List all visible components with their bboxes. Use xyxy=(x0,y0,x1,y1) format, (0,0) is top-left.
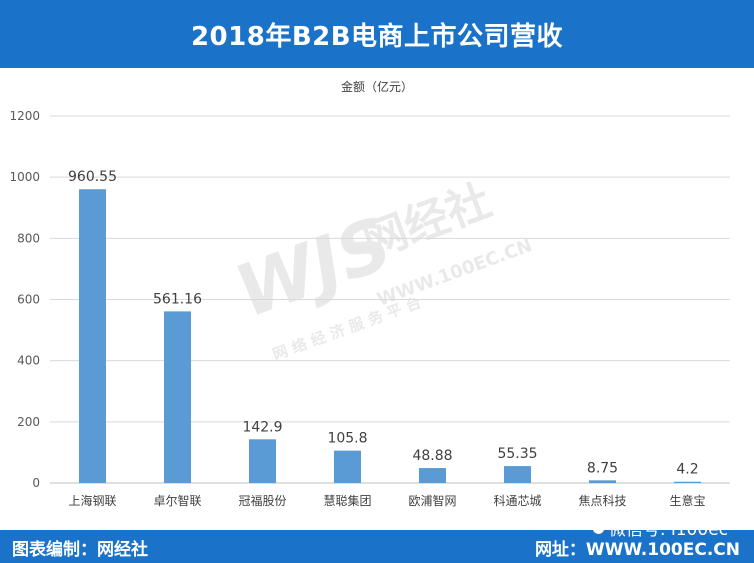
y-axis-ticks: 0 200 400 600 800 1000 1200 xyxy=(9,109,40,490)
y-tick-label: 1200 xyxy=(9,109,40,123)
bar xyxy=(79,189,106,483)
y-tick-label: 400 xyxy=(17,354,40,368)
footer-website: 网址：WWW.100EC.CN xyxy=(534,540,740,560)
x-tick-label: 科通芯城 xyxy=(493,494,541,508)
gridlines xyxy=(50,115,730,484)
data-label: 142.9 xyxy=(242,419,282,435)
bar xyxy=(504,466,531,483)
header-bar: 2018年B2B电商上市公司营收 xyxy=(0,0,754,68)
data-label: 105.8 xyxy=(327,431,367,447)
x-tick-label: 生意宝 xyxy=(669,493,705,508)
footer-bar: 图表编制：网经社 网址：WWW.100EC.CN xyxy=(0,530,754,563)
chart-title: 金额（亿元） xyxy=(341,79,413,94)
value-labels: 960.55 561.16 142.9 105.8 48.88 55.35 8.75 4.2 xyxy=(68,169,699,477)
data-label: 48.88 xyxy=(412,448,452,464)
x-tick-label: 慧聪集团 xyxy=(323,493,371,508)
y-tick-label: 200 xyxy=(17,415,40,429)
page-title: 2018年B2B电商上市公司营收 xyxy=(190,21,564,52)
bar xyxy=(334,450,361,483)
bar xyxy=(419,468,446,483)
bars xyxy=(79,189,701,483)
data-label: 960.55 xyxy=(68,169,117,185)
y-tick-label: 600 xyxy=(17,293,40,307)
wechat-icon xyxy=(584,519,605,536)
footer-credit: 图表编制：网经社 xyxy=(12,540,148,560)
x-tick-label: 卓尔智联 xyxy=(153,493,201,508)
data-label: 55.35 xyxy=(497,446,537,462)
data-label: 561.16 xyxy=(153,291,202,307)
chart-area: WJS 网经社 WWW.100EC.CN 网 络 经 济 服 务 平 台 0 200 40… xyxy=(0,68,754,530)
x-tick-label: 焦点科技 xyxy=(578,494,626,508)
wechat-id: 微信号: i100ec xyxy=(608,520,728,540)
y-tick-label: 1000 xyxy=(9,170,40,184)
data-label: 8.75 xyxy=(587,460,618,476)
x-tick-label: 上海钢联 xyxy=(68,493,116,508)
y-tick-label: 0 xyxy=(32,476,40,490)
bar xyxy=(674,481,701,483)
data-label: 4.2 xyxy=(676,462,698,478)
wechat-badge: 微信号: i100ec xyxy=(584,515,728,540)
y-tick-label: 800 xyxy=(17,231,40,245)
bar xyxy=(589,480,616,483)
x-tick-label: 冠福股份 xyxy=(238,493,286,508)
x-tick-label: 欧浦智网 xyxy=(408,493,456,508)
bar xyxy=(164,311,191,483)
bar xyxy=(249,439,276,483)
x-axis-labels: 上海钢联 卓尔智联 冠福股份 慧聪集团 欧浦智网 科通芯城 焦点科技 生意宝 xyxy=(68,493,705,508)
